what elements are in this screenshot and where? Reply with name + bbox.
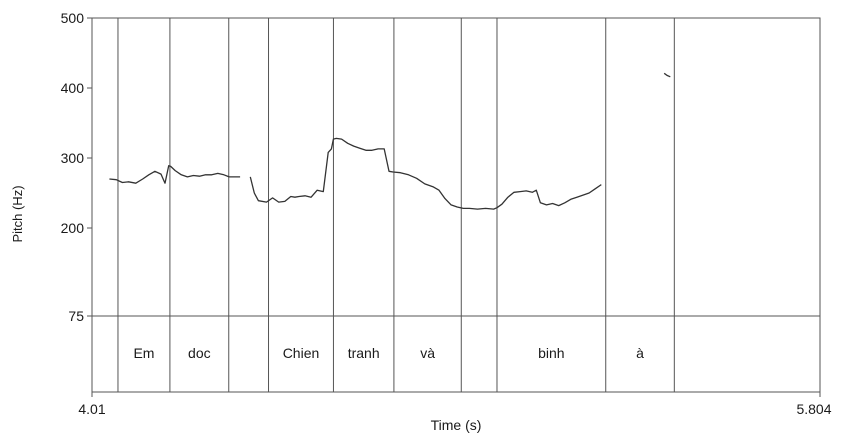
word-label: doc bbox=[188, 345, 211, 361]
word-label: binh bbox=[538, 345, 564, 361]
word-label: tranh bbox=[348, 345, 380, 361]
plot-frame bbox=[91, 17, 821, 393]
y-tick-label: 200 bbox=[61, 220, 85, 236]
word-label: Em bbox=[133, 345, 154, 361]
pitch-contour bbox=[109, 72, 671, 210]
y-tick-label: 300 bbox=[61, 150, 85, 166]
pitch-contour-segment bbox=[109, 165, 241, 184]
pitch-contour-segment bbox=[249, 137, 394, 203]
word-label: Chien bbox=[283, 345, 320, 361]
word-label: và bbox=[420, 345, 435, 361]
axes: 75 200 300 400 500 4.01 5.804 bbox=[61, 10, 832, 417]
y-axis-label: Pitch (Hz) bbox=[10, 185, 25, 242]
pitch-contour-segment bbox=[393, 171, 602, 210]
word-interval-tier: Em doc Chien tranh và binh à bbox=[117, 18, 675, 392]
word-label: à bbox=[636, 345, 644, 361]
x-tick-label: 5.804 bbox=[796, 401, 831, 417]
y-tick-label: 500 bbox=[61, 10, 85, 26]
y-tick-label: 75 bbox=[68, 308, 84, 324]
plot-area bbox=[91, 17, 821, 393]
x-tick-label: 4.01 bbox=[78, 401, 105, 417]
y-tick-label: 400 bbox=[61, 80, 85, 96]
pitch-contour-segment bbox=[663, 72, 671, 78]
x-axis-label: Time (s) bbox=[431, 417, 482, 433]
